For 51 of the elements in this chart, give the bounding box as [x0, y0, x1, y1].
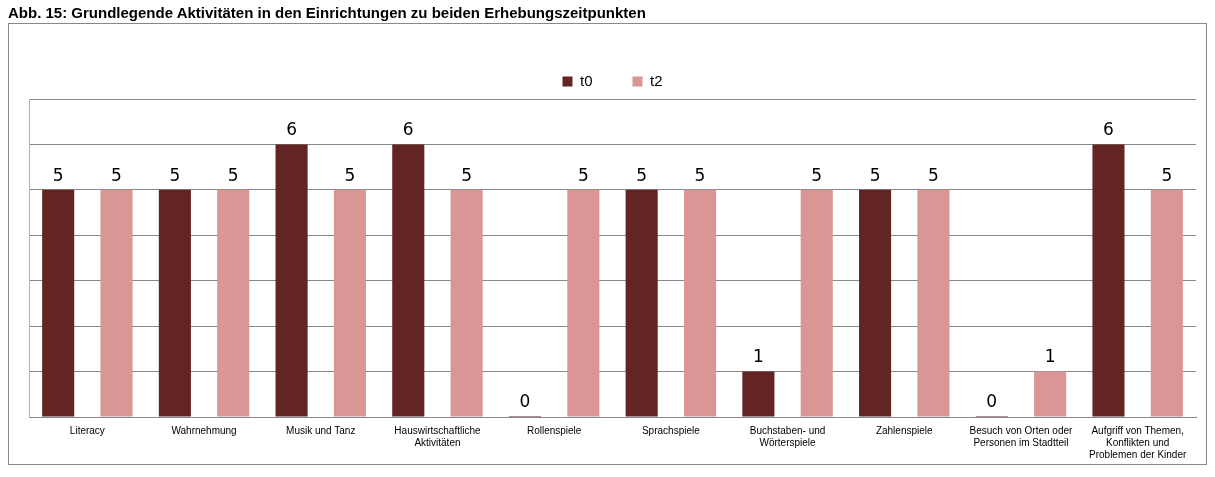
- bar: [217, 189, 250, 417]
- bar: [625, 189, 658, 417]
- data-label: 5: [227, 164, 239, 185]
- legend-label: t0: [579, 71, 593, 89]
- x-tick-label: Buchstaben- und Wörterspiele: [749, 424, 826, 448]
- bar: [742, 371, 775, 417]
- data-label: 5: [577, 164, 589, 185]
- bar: [333, 189, 366, 417]
- x-tick-label: Wahrnehmung: [171, 424, 237, 436]
- data-label: 5: [52, 164, 64, 185]
- data-label: 6: [402, 119, 414, 140]
- bar: [158, 189, 191, 417]
- bar: [392, 144, 425, 417]
- bar: [275, 144, 308, 417]
- data-label: 5: [811, 164, 823, 185]
- bar: [450, 189, 483, 417]
- bar: [1150, 189, 1183, 417]
- chart-title: Abb. 15: Grundlegende Aktivitäten in den Einrichtungen zu beiden Erhebungszeitpunkten: [8, 4, 647, 21]
- bar: [1092, 144, 1125, 417]
- bar: [800, 189, 833, 417]
- data-label: 6: [286, 119, 297, 140]
- x-tick-label: Zahlenspiele: [875, 424, 934, 436]
- data-label: 1: [752, 346, 764, 367]
- data-label: 5: [461, 164, 473, 185]
- data-label: 0: [519, 390, 531, 411]
- data-label: 6: [1103, 119, 1114, 140]
- data-label: 5: [694, 164, 706, 185]
- data-label: 5: [344, 164, 356, 185]
- data-label: 5: [111, 164, 122, 185]
- x-tick-label: Besuch von Orten oder Personen im Stadtteil: [969, 424, 1074, 448]
- x-tick-label: Literacy: [69, 424, 105, 436]
- data-label: 5: [1161, 164, 1173, 185]
- data-label: 0: [986, 390, 998, 411]
- data-label: 5: [636, 164, 648, 185]
- legend-label: t2: [650, 71, 663, 89]
- x-tick-label: Rollenspiele: [526, 424, 582, 436]
- data-label: 5: [869, 164, 881, 185]
- x-tick-label: Hauswirtschaftliche Aktivitäten: [394, 424, 481, 448]
- bar: [859, 189, 892, 417]
- bar: [1034, 371, 1067, 417]
- bar: [42, 189, 75, 417]
- data-label: 1: [1044, 346, 1056, 367]
- bar: [917, 189, 950, 417]
- x-tick-label: Aufgriff von Themen, Konflikten und Problemen der Kinder: [1089, 424, 1187, 460]
- x-tick-label: Sprachspiele: [641, 424, 701, 436]
- bar: [683, 189, 717, 417]
- bar: [100, 189, 133, 417]
- data-label: 5: [169, 164, 181, 185]
- x-tick-label: Musik und Tanz: [286, 424, 356, 436]
- data-label: 5: [928, 164, 939, 185]
- bar: [567, 189, 600, 417]
